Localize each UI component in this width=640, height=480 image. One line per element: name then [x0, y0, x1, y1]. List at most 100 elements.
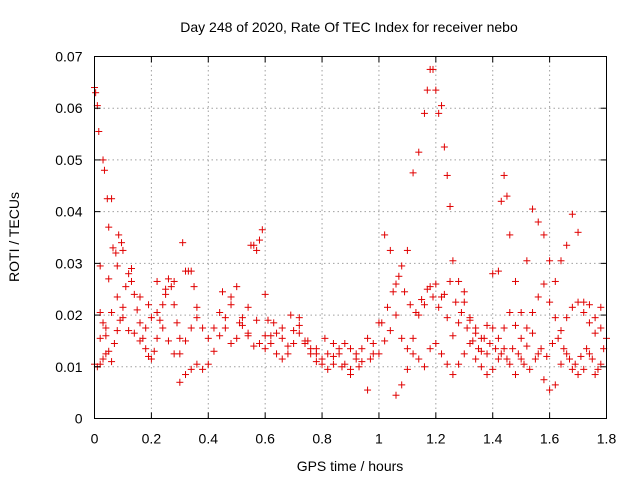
- data-point: [435, 303, 443, 311]
- data-point: [261, 290, 269, 298]
- data-point: [127, 265, 135, 273]
- data-point: [193, 303, 201, 311]
- data-point: [193, 314, 201, 322]
- data-point: [418, 296, 426, 304]
- data-point: [534, 218, 542, 226]
- data-point: [312, 345, 320, 353]
- data-point: [557, 257, 565, 265]
- data-point: [383, 303, 391, 311]
- data-point: [105, 223, 113, 231]
- data-point: [497, 350, 505, 358]
- data-point: [585, 350, 593, 358]
- data-point: [426, 345, 434, 353]
- data-point: [284, 350, 292, 358]
- data-point: [378, 319, 386, 327]
- data-point: [506, 360, 514, 368]
- y-tick-label: 0.01: [55, 359, 82, 375]
- data-point: [358, 358, 366, 366]
- data-point: [258, 226, 266, 234]
- data-point: [99, 319, 107, 327]
- data-point: [492, 345, 500, 353]
- data-point: [335, 350, 343, 358]
- data-point: [395, 272, 403, 280]
- data-point: [187, 324, 195, 332]
- data-point: [176, 334, 184, 342]
- data-point: [352, 355, 360, 363]
- data-point: [526, 365, 534, 373]
- data-point: [511, 371, 519, 379]
- data-point: [423, 285, 431, 293]
- data-point: [583, 345, 591, 353]
- data-point: [105, 275, 113, 283]
- data-point: [261, 345, 269, 353]
- data-point: [150, 347, 158, 355]
- data-point: [483, 350, 491, 358]
- data-point: [546, 386, 554, 394]
- data-point: [375, 350, 383, 358]
- data-point: [264, 316, 272, 324]
- data-point: [392, 311, 400, 319]
- data-point: [409, 169, 417, 177]
- data-point: [520, 360, 528, 368]
- data-point: [170, 277, 178, 285]
- data-point: [568, 303, 576, 311]
- y-tick-label: 0.02: [55, 307, 82, 323]
- data-point: [204, 360, 212, 368]
- data-point: [182, 371, 190, 379]
- data-point: [118, 239, 126, 247]
- data-point: [398, 262, 406, 270]
- data-point: [392, 280, 400, 288]
- y-tick-label: 0.03: [55, 255, 82, 271]
- data-point: [546, 257, 554, 265]
- data-point: [446, 277, 454, 285]
- data-point: [187, 267, 195, 275]
- data-point: [244, 303, 252, 311]
- data-point: [145, 301, 153, 309]
- data-point: [554, 334, 562, 342]
- data-point: [529, 308, 537, 316]
- x-tick-label: 1.4: [483, 431, 503, 447]
- data-point: [443, 314, 451, 322]
- data-point: [423, 86, 431, 94]
- data-point: [238, 314, 246, 322]
- data-point: [551, 381, 559, 389]
- data-point: [574, 228, 582, 236]
- data-point: [341, 340, 349, 348]
- data-point: [173, 319, 181, 327]
- data-point: [420, 301, 428, 309]
- data-point: [403, 345, 411, 353]
- data-point: [278, 324, 286, 332]
- y-tick-label: 0.05: [55, 152, 82, 168]
- data-point: [469, 337, 477, 345]
- data-point: [321, 334, 329, 342]
- y-tick-label: 0: [75, 411, 83, 427]
- data-point: [523, 324, 531, 332]
- data-point: [523, 257, 531, 265]
- data-point: [386, 246, 394, 254]
- data-point: [216, 308, 224, 316]
- data-point: [108, 195, 116, 203]
- data-point: [585, 301, 593, 309]
- data-point: [136, 319, 144, 327]
- x-tick-label: 0.4: [199, 431, 219, 447]
- data-point: [557, 327, 565, 335]
- data-point: [142, 345, 150, 353]
- data-point: [563, 314, 571, 322]
- data-point: [563, 350, 571, 358]
- data-point: [233, 283, 241, 291]
- data-point: [193, 360, 201, 368]
- data-point: [295, 329, 303, 337]
- data-point: [133, 306, 141, 314]
- data-point: [489, 270, 497, 278]
- data-point: [261, 332, 269, 340]
- data-point: [164, 275, 172, 283]
- data-point: [585, 319, 593, 327]
- data-point: [153, 334, 161, 342]
- data-point: [540, 376, 548, 384]
- x-tick-labels: 0 0.2 0.4 0.6 0.8 1 1.2 1.4 1.6 1.8: [91, 431, 617, 447]
- data-point: [475, 345, 482, 353]
- data-point: [443, 171, 451, 179]
- data-point: [438, 102, 446, 110]
- x-tick-label: 0.2: [142, 431, 162, 447]
- data-point: [577, 352, 585, 360]
